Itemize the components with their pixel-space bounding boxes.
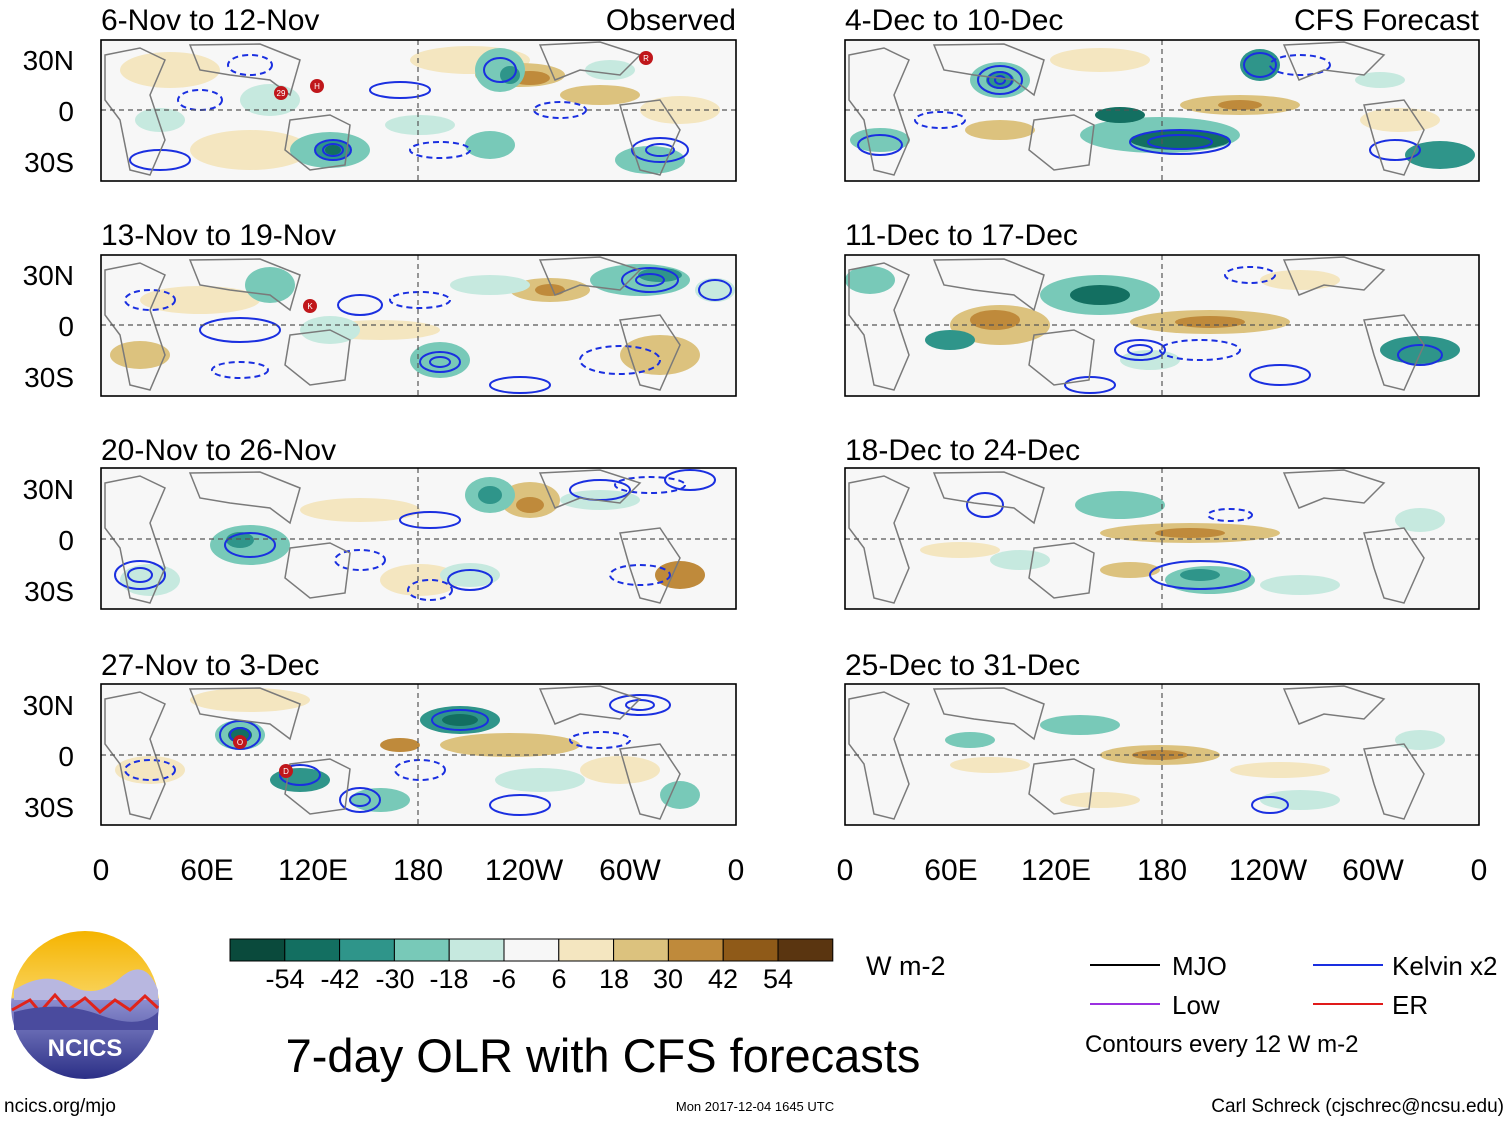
- observed-tag: Observed: [606, 4, 736, 37]
- forecast-panel-4: [844, 683, 1480, 826]
- colorbar-swatch: [503, 938, 560, 962]
- colorbar-swatch: [339, 938, 395, 962]
- lon-label: 60W: [1342, 854, 1404, 887]
- lon-label: 0: [728, 854, 745, 887]
- colorbar-swatch: [613, 938, 669, 962]
- lat-label: 30N: [23, 260, 74, 291]
- storm-label: H: [314, 82, 320, 91]
- panel-title: 4-Dec to 10-Dec: [845, 4, 1063, 37]
- panel-title: 11-Dec to 17-Dec: [845, 219, 1078, 252]
- colorbar-swatch: [284, 938, 341, 962]
- lon-label: 120E: [1021, 854, 1091, 887]
- colorbar-tick: -42: [320, 964, 359, 994]
- panel-title: 25-Dec to 31-Dec: [845, 649, 1080, 682]
- legend-label-kelvin: Kelvin x2: [1392, 951, 1498, 981]
- observed-panel-4: O D: [100, 683, 737, 826]
- lon-label: 60W: [599, 854, 661, 887]
- footer-credit: Carl Schreck (cjschrec@ncsu.edu): [1211, 1096, 1504, 1117]
- lat-label: 0: [58, 741, 74, 772]
- figure-title: 7-day OLR with CFS forecasts: [286, 1029, 921, 1082]
- lon-label: 0: [837, 854, 854, 887]
- lon-label: 120E: [278, 854, 348, 887]
- legend-label-mjo: MJO: [1172, 951, 1227, 981]
- colorbar-swatch: [722, 938, 779, 962]
- lat-label: 0: [58, 525, 74, 556]
- storm-marker: D: [279, 764, 293, 778]
- colorbar-tick: 18: [599, 964, 629, 994]
- colorbar-tick: -30: [375, 964, 414, 994]
- colorbar-swatch: [558, 938, 615, 962]
- panel-title: 27-Nov to 3-Dec: [101, 649, 319, 682]
- lat-label: 30S: [24, 576, 74, 607]
- colorbar-tick: 30: [653, 964, 683, 994]
- colorbar-tick: 42: [708, 964, 738, 994]
- colorbar: [229, 938, 834, 962]
- panel-title: 6-Nov to 12-Nov: [101, 4, 319, 37]
- forecast-panel-3: [844, 467, 1480, 610]
- colorbar-swatch: [667, 938, 724, 962]
- storm-marker: H: [310, 79, 324, 93]
- colorbar-tick: -6: [492, 964, 516, 994]
- lat-label: 30N: [23, 474, 74, 505]
- forecast-panel-2: [844, 254, 1480, 397]
- lat-label: 30S: [24, 362, 74, 393]
- observed-panel-1: 29 H R: [100, 39, 737, 182]
- colorbar-swatch: [448, 938, 505, 962]
- lon-label: 180: [1137, 854, 1187, 887]
- colorbar-swatch: [393, 938, 450, 962]
- colorbar-tick: 6: [551, 964, 566, 994]
- storm-marker: R: [639, 51, 653, 65]
- lon-label: 180: [393, 854, 443, 887]
- forecast-tag: CFS Forecast: [1294, 4, 1480, 37]
- lat-label: 30N: [23, 45, 74, 76]
- lon-label: 120W: [1229, 854, 1308, 887]
- storm-label: K: [307, 302, 313, 311]
- lat-label: 30S: [24, 792, 74, 823]
- lon-label: 0: [93, 854, 110, 887]
- lat-label: 0: [58, 96, 74, 127]
- lat-label: 0: [58, 311, 74, 342]
- lat-label: 30N: [23, 690, 74, 721]
- storm-marker: 29: [274, 86, 288, 100]
- legend: MJO Kelvin x2 Low ER Contours every 12 W…: [1085, 951, 1498, 1058]
- kelvin-contours: [129, 54, 689, 171]
- panel-title: 13-Nov to 19-Nov: [101, 219, 336, 252]
- colorbar-tick: 54: [763, 964, 793, 994]
- lon-label: 0: [1471, 854, 1488, 887]
- colorbar-swatch: [777, 938, 834, 962]
- observed-panel-2: K: [100, 254, 737, 397]
- lat-label: 30S: [24, 147, 74, 178]
- ncics-logo: NCICS: [11, 931, 160, 1079]
- panel-title: 18-Dec to 24-Dec: [845, 434, 1080, 467]
- storm-label: 29: [277, 89, 286, 98]
- legend-label-low: Low: [1172, 990, 1220, 1020]
- footer-timestamp: Mon 2017-12-04 1645 UTC: [676, 1099, 834, 1114]
- forecast-panel-1: [844, 39, 1480, 182]
- storm-marker: K: [303, 299, 317, 313]
- colorbar-tick: -54: [265, 964, 304, 994]
- storm-marker: O: [233, 735, 247, 749]
- lon-label: 120W: [485, 854, 564, 887]
- colorbar-swatch: [229, 938, 286, 962]
- olr-anomaly-field: [101, 40, 736, 181]
- lon-label: 60E: [180, 854, 233, 887]
- storm-label: R: [643, 54, 649, 63]
- panel-title: 20-Nov to 26-Nov: [101, 434, 336, 467]
- legend-label-er: ER: [1392, 990, 1428, 1020]
- observed-panel-3: [100, 467, 737, 610]
- footer-url[interactable]: ncics.org/mjo: [4, 1096, 116, 1117]
- logo-text: NCICS: [48, 1035, 123, 1062]
- colorbar-tick: -18: [429, 964, 468, 994]
- colorbar-units: W m-2: [866, 951, 945, 981]
- lon-label: 60E: [924, 854, 977, 887]
- storm-label: O: [237, 738, 243, 747]
- legend-note: Contours every 12 W m-2: [1085, 1031, 1358, 1058]
- storm-label: D: [283, 767, 289, 776]
